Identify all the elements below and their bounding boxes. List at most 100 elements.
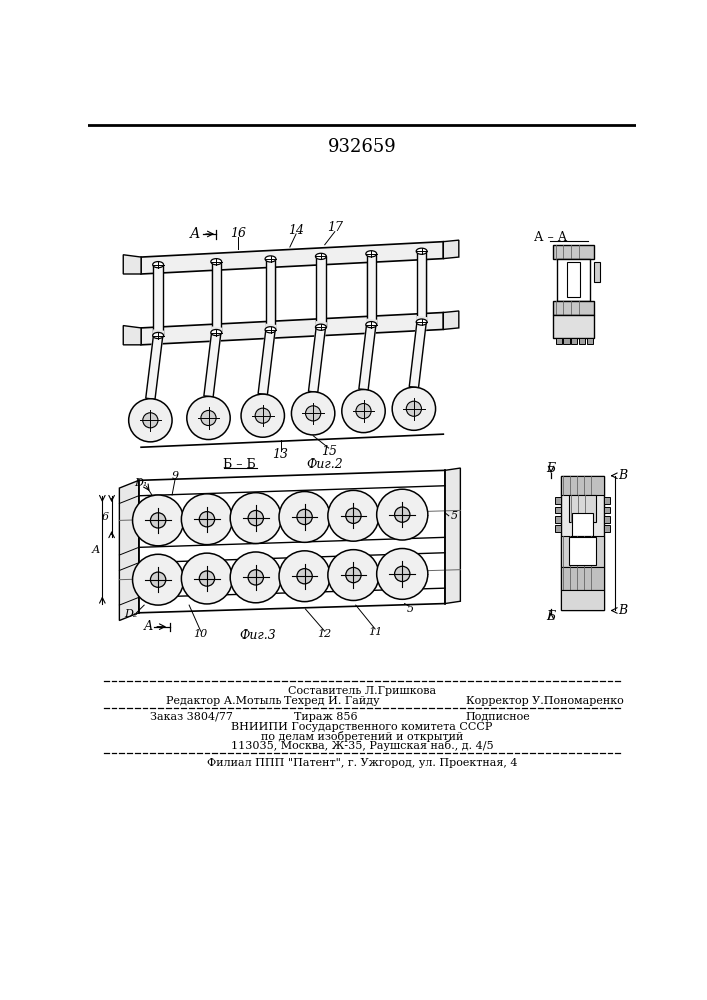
Text: Заказ 3804/77: Заказ 3804/77 xyxy=(151,712,233,722)
Circle shape xyxy=(248,570,264,585)
Ellipse shape xyxy=(366,251,377,257)
Circle shape xyxy=(187,396,230,440)
Text: Составитель Л.Гришкова: Составитель Л.Гришкова xyxy=(288,686,436,696)
Text: 11: 11 xyxy=(368,627,382,637)
Circle shape xyxy=(129,399,172,442)
Ellipse shape xyxy=(416,248,427,254)
Text: Техред И. Гайду: Техред И. Гайду xyxy=(284,696,379,706)
Bar xyxy=(555,507,561,513)
Circle shape xyxy=(297,509,312,525)
Text: ВНИИПИ Государственного комитета СССР: ВНИИПИ Государственного комитета СССР xyxy=(231,722,493,732)
Bar xyxy=(561,590,604,610)
Bar xyxy=(555,525,561,532)
Bar xyxy=(594,262,600,282)
Circle shape xyxy=(201,410,216,426)
Text: 13: 13 xyxy=(273,448,288,461)
Polygon shape xyxy=(204,332,221,397)
Circle shape xyxy=(241,394,284,437)
Circle shape xyxy=(328,550,379,600)
Bar xyxy=(604,516,610,523)
Text: 9: 9 xyxy=(172,471,179,481)
Polygon shape xyxy=(119,480,139,620)
Ellipse shape xyxy=(153,332,163,339)
Circle shape xyxy=(199,571,215,586)
Text: 15: 15 xyxy=(321,445,337,458)
Bar xyxy=(571,338,578,344)
Circle shape xyxy=(279,551,330,602)
Ellipse shape xyxy=(211,259,222,265)
Polygon shape xyxy=(258,329,275,395)
Bar xyxy=(561,476,604,610)
Circle shape xyxy=(248,510,264,526)
Text: 12: 12 xyxy=(317,629,332,639)
Text: В: В xyxy=(618,604,627,617)
Polygon shape xyxy=(443,240,459,259)
Circle shape xyxy=(182,494,233,545)
Polygon shape xyxy=(146,335,163,399)
Bar xyxy=(561,476,604,495)
Text: 113035, Москва, Ж-35, Раушская наб., д. 4/5: 113035, Москва, Ж-35, Раушская наб., д. … xyxy=(230,740,493,751)
Circle shape xyxy=(395,507,410,522)
Text: Б: Б xyxy=(547,462,556,475)
Bar xyxy=(604,525,610,532)
Bar xyxy=(569,537,596,565)
Bar xyxy=(554,245,594,259)
Polygon shape xyxy=(308,327,325,392)
Circle shape xyxy=(132,554,184,605)
Circle shape xyxy=(291,392,335,435)
Circle shape xyxy=(356,404,371,419)
Polygon shape xyxy=(266,259,275,330)
Text: Б: Б xyxy=(547,610,556,623)
Text: В: В xyxy=(618,469,627,482)
Text: Филиал ППП "Патент", г. Ужгород, ул. Проектная, 4: Филиал ППП "Патент", г. Ужгород, ул. Про… xyxy=(206,758,518,768)
Bar xyxy=(579,338,585,344)
Polygon shape xyxy=(141,242,443,274)
Polygon shape xyxy=(123,326,141,345)
Bar xyxy=(567,262,580,297)
Polygon shape xyxy=(316,256,325,327)
Polygon shape xyxy=(211,262,221,333)
Text: Редактор А.Мотыль: Редактор А.Мотыль xyxy=(166,696,281,706)
Circle shape xyxy=(377,549,428,599)
Circle shape xyxy=(377,489,428,540)
Polygon shape xyxy=(409,322,426,388)
Circle shape xyxy=(407,401,421,416)
Text: Подписное: Подписное xyxy=(466,712,530,722)
Polygon shape xyxy=(445,468,460,604)
Bar xyxy=(561,536,604,567)
Bar xyxy=(555,497,561,504)
Polygon shape xyxy=(443,311,459,329)
Text: Б – Б: Б – Б xyxy=(223,458,256,471)
Ellipse shape xyxy=(265,327,276,333)
Circle shape xyxy=(255,408,270,423)
Text: Корректор У.Пономаренко: Корректор У.Пономаренко xyxy=(466,696,624,706)
Text: А – А: А – А xyxy=(534,231,568,244)
Text: 932659: 932659 xyxy=(327,138,397,156)
Text: D₂: D₂ xyxy=(124,609,138,619)
Circle shape xyxy=(182,553,233,604)
Bar xyxy=(563,338,570,344)
Circle shape xyxy=(143,413,158,428)
Polygon shape xyxy=(417,251,426,322)
Bar xyxy=(554,315,594,338)
Text: А: А xyxy=(144,620,153,633)
Circle shape xyxy=(305,406,321,421)
Circle shape xyxy=(341,389,385,433)
Bar xyxy=(604,497,610,504)
Bar xyxy=(555,516,561,523)
Text: 10: 10 xyxy=(194,629,208,639)
Text: 17: 17 xyxy=(327,221,343,234)
Text: 5: 5 xyxy=(407,604,414,614)
Circle shape xyxy=(279,492,330,542)
Text: 16: 16 xyxy=(230,227,246,240)
Text: по делам изобретений и открытий: по делам изобретений и открытий xyxy=(261,730,463,742)
Text: 6: 6 xyxy=(102,512,109,522)
Text: А: А xyxy=(92,545,100,555)
Text: 14: 14 xyxy=(288,224,304,237)
Ellipse shape xyxy=(416,319,427,325)
Circle shape xyxy=(346,567,361,583)
Circle shape xyxy=(230,552,281,603)
Text: Фиг.3: Фиг.3 xyxy=(239,629,276,642)
Ellipse shape xyxy=(315,324,327,330)
Ellipse shape xyxy=(366,322,377,328)
